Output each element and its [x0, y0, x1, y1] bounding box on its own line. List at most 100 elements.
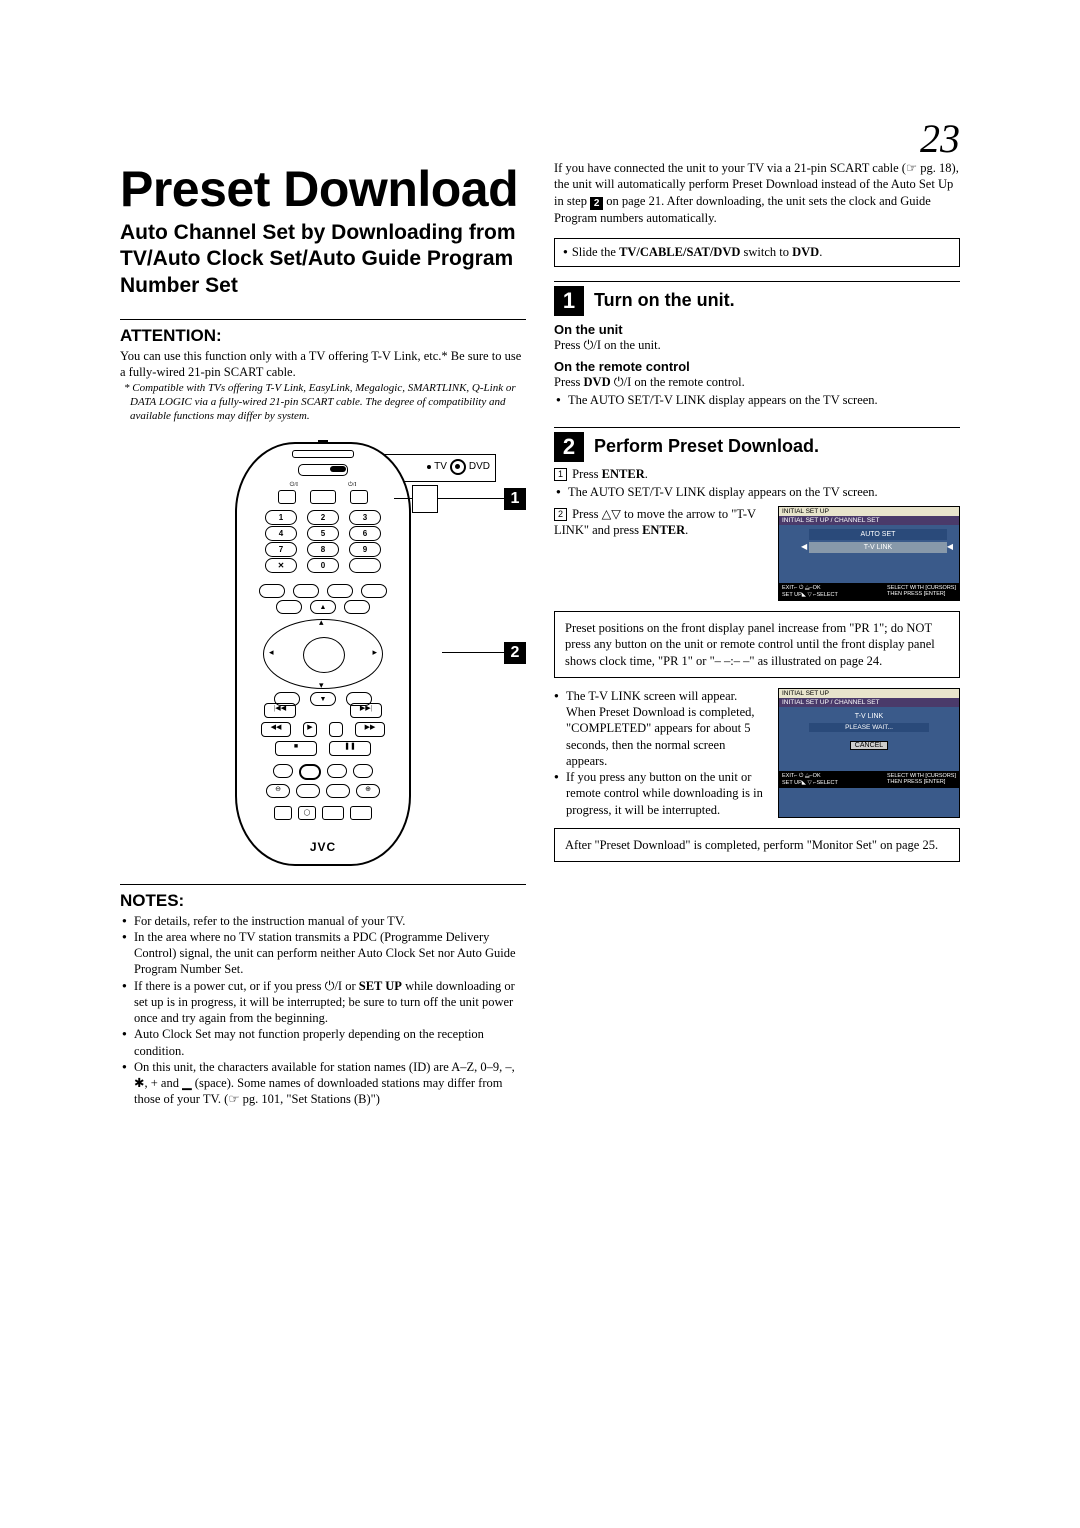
two-column-layout: Preset Download Auto Channel Set by Down…: [120, 160, 960, 1108]
key-9: 9: [349, 542, 381, 557]
small-btn: [273, 764, 293, 778]
tv-power-button: [278, 490, 296, 504]
tvlink-result-text: The T-V LINK screen will appear. When Pr…: [554, 688, 764, 818]
result-bullet: The T-V LINK screen will appear. When Pr…: [566, 688, 764, 769]
dpad-right-icon: ▸: [372, 647, 377, 658]
substep1-bullets: The AUTO SET/T-V LINK display appears on…: [554, 484, 960, 500]
osd-title-1: INITIAL SET UP: [779, 507, 959, 516]
result-bullet: If you press any button on the unit or r…: [566, 769, 764, 818]
dpad-down-icon: ▾: [319, 680, 324, 691]
page-number: 23: [920, 115, 960, 162]
dvd-switch-icon: [450, 459, 466, 475]
key-6: 6: [349, 526, 381, 541]
up-arrow-btn: ▲: [310, 600, 336, 614]
top-buttons: [237, 490, 409, 504]
small-btn: [259, 584, 285, 598]
minus-btn: ⊖: [266, 784, 290, 798]
numpad-row-2: 4 5 6: [237, 526, 409, 541]
on-remote-body: Press DVD ⏻/I on the remote control.: [554, 374, 960, 390]
step-2-number: 2: [554, 432, 584, 462]
small-btn: [276, 600, 302, 614]
key-1: 1: [265, 510, 297, 525]
enter-button: [303, 637, 345, 673]
attention-body: You can use this function only with a TV…: [120, 348, 526, 381]
osd-row-autoset: AUTO SET: [809, 529, 947, 540]
key-5: 5: [307, 526, 339, 541]
small-btn: [353, 764, 373, 778]
key-blank: [349, 558, 381, 573]
callout-box-1: [412, 485, 438, 513]
rec-button: [299, 764, 321, 780]
osd-screen-2: INITIAL SET UP INITIAL SET UP / CHANNEL …: [778, 688, 960, 818]
small-play-button: [329, 722, 343, 737]
dpad-up-icon: ▴: [319, 617, 324, 628]
small-btn: [361, 584, 387, 598]
remote-ir-window: [292, 450, 354, 458]
dvd-label: DVD: [469, 461, 490, 472]
ff-button: ▶▶: [355, 722, 385, 737]
pause-button: ❚❚: [329, 741, 371, 756]
osd-row-tvlink: T-V LINK: [809, 542, 947, 553]
small-btn: [322, 806, 344, 820]
open-close-button: [310, 490, 336, 504]
substep1-bullet: The AUTO SET/T-V LINK display appears on…: [568, 484, 960, 500]
brand-logo: JVC: [237, 840, 409, 854]
attention-footnote: * Compatible with TVs offering T-V Link,…: [130, 382, 526, 423]
numpad-row-4: ✕ 0: [237, 558, 409, 573]
key-x: ✕: [265, 558, 297, 573]
key-0: 0: [307, 558, 339, 573]
step1-bullets: The AUTO SET/T-V LINK display appears on…: [554, 392, 960, 408]
osd-arrow-left-icon: ◀: [801, 542, 807, 551]
on-remote-heading: On the remote control: [554, 359, 960, 374]
substep-1: 1 Press ENTER.: [554, 466, 960, 482]
key-8: 8: [307, 542, 339, 557]
play-button: ▶: [303, 722, 317, 737]
step1-bullet: The AUTO SET/T-V LINK display appears on…: [568, 392, 960, 408]
notes-heading: NOTES:: [120, 884, 526, 911]
numpad-row-3: 7 8 9: [237, 542, 409, 557]
small-btn: [344, 600, 370, 614]
switch-bold: TV/CABLE/SAT/DVD: [619, 245, 740, 259]
osd2-tvlink: T-V LINK: [779, 707, 959, 720]
note-item: On this unit, the characters available f…: [134, 1059, 526, 1108]
after-download-box: After "Preset Download" is completed, pe…: [554, 828, 960, 862]
osd2-pleasewait: PLEASE WAIT...: [809, 723, 929, 732]
page-subtitle: Auto Channel Set by Downloading from TV/…: [120, 220, 526, 299]
remote-body: ⏻/I ⏻/I 1 2 3: [235, 442, 411, 866]
small-btn: [326, 784, 350, 798]
tvlink-result-row: The T-V LINK screen will appear. When Pr…: [554, 688, 960, 818]
osd-arrow-right-icon: ◀: [947, 542, 953, 551]
switch-instruction-box: Slide the TV/CABLE/SAT/DVD switch to DVD…: [554, 238, 960, 267]
osd2-footer: EXIT⌐ ⏻ ⧋⌐OK SET UP◣ ▽ ⌐SELECTSELECT WIT…: [779, 771, 959, 788]
key-4: 4: [265, 526, 297, 541]
step-2-title: Perform Preset Download.: [594, 436, 819, 457]
step-1-header: 1 Turn on the unit.: [554, 281, 960, 316]
transport-section: |◀◀▶▶| ◀◀▶▶▶ ■❚❚ ⊖⊕ ◯: [237, 699, 409, 824]
step-1-number: 1: [554, 286, 584, 316]
dvd-power-button: [350, 490, 368, 504]
small-btn: [296, 784, 320, 798]
key-3: 3: [349, 510, 381, 525]
substep-2-text: 2 Press △▽ to move the arrow to "T-V LIN…: [554, 506, 764, 601]
osd-screen-1: INITIAL SET UP INITIAL SET UP / CHANNEL …: [778, 506, 960, 601]
next-button: ▶▶|: [350, 703, 382, 718]
substep-2-row: 2 Press △▽ to move the arrow to "T-V LIN…: [554, 506, 960, 601]
prev-button: |◀◀: [264, 703, 296, 718]
small-row-2: ▲: [237, 600, 409, 614]
page-title: Preset Download: [120, 160, 526, 218]
osd2-title-1: INITIAL SET UP: [779, 689, 959, 698]
callout-line-1: [394, 498, 504, 499]
small-btn: [350, 806, 372, 820]
key-7: 7: [265, 542, 297, 557]
substep-2-num: 2: [554, 508, 567, 521]
mode-switch: [298, 464, 348, 476]
numpad-row-1: 1 2 3: [237, 510, 409, 525]
dpad: ▴ ▾ ◂ ▸: [263, 619, 383, 689]
switch-end: DVD: [792, 245, 819, 259]
small-btn: [293, 584, 319, 598]
note-item: In the area where no TV station transmit…: [134, 929, 526, 978]
remote-illustration: TV DVD ⏻/I ⏻/I: [120, 442, 526, 866]
notes-list: For details, refer to the instruction ma…: [120, 913, 526, 1108]
note-item: For details, refer to the instruction ma…: [134, 913, 526, 929]
small-btn: ◯: [298, 806, 316, 820]
